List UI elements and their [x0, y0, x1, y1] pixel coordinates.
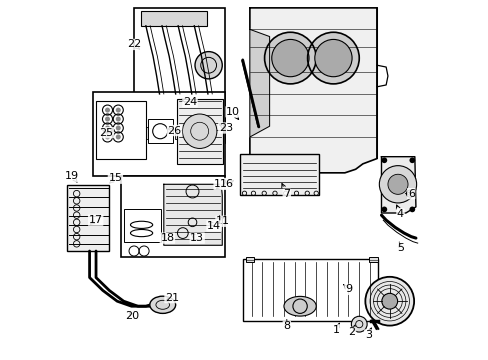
Circle shape — [105, 117, 110, 122]
Circle shape — [105, 126, 110, 131]
Bar — [121, 176, 225, 257]
Circle shape — [116, 126, 121, 131]
Text: 2: 2 — [348, 327, 355, 337]
Circle shape — [105, 108, 110, 113]
Text: 3: 3 — [364, 330, 371, 340]
Circle shape — [381, 293, 397, 309]
Text: 11: 11 — [216, 216, 229, 226]
Bar — [245, 257, 254, 262]
Text: 1: 1 — [332, 325, 340, 335]
Bar — [148, 119, 172, 143]
Bar — [188, 127, 199, 139]
Text: 10: 10 — [225, 107, 240, 117]
Text: 22: 22 — [127, 40, 141, 49]
Bar — [177, 99, 223, 164]
Bar — [174, 127, 184, 139]
Circle shape — [182, 114, 217, 148]
Text: 16: 16 — [220, 179, 234, 189]
Circle shape — [116, 108, 121, 113]
Bar — [368, 257, 377, 262]
Circle shape — [116, 117, 121, 122]
Text: 4: 4 — [396, 209, 403, 219]
Text: 24: 24 — [183, 97, 197, 107]
Text: 9: 9 — [344, 284, 351, 294]
Polygon shape — [381, 157, 415, 213]
Text: 25: 25 — [99, 128, 113, 138]
Bar — [67, 185, 109, 251]
Text: 21: 21 — [164, 293, 179, 303]
Bar — [96, 101, 145, 159]
Circle shape — [307, 32, 359, 84]
Ellipse shape — [284, 296, 316, 316]
Text: 8: 8 — [283, 321, 290, 331]
Circle shape — [351, 316, 366, 332]
Bar — [140, 11, 206, 26]
Polygon shape — [163, 184, 222, 245]
Circle shape — [105, 134, 110, 139]
Text: 7: 7 — [283, 189, 290, 199]
Circle shape — [116, 134, 121, 139]
Text: 13: 13 — [190, 233, 204, 243]
Circle shape — [379, 166, 416, 203]
Polygon shape — [249, 30, 269, 137]
Circle shape — [264, 32, 316, 84]
Circle shape — [314, 40, 351, 77]
Polygon shape — [249, 8, 376, 173]
Bar — [93, 93, 224, 176]
Circle shape — [195, 51, 222, 79]
Bar — [160, 127, 170, 139]
Circle shape — [381, 207, 386, 212]
Bar — [242, 259, 378, 320]
Circle shape — [271, 40, 308, 77]
Ellipse shape — [149, 296, 175, 314]
Text: 18: 18 — [160, 233, 174, 243]
Text: 12: 12 — [214, 179, 228, 189]
Text: 26: 26 — [167, 126, 181, 135]
Bar — [145, 127, 156, 139]
Text: 20: 20 — [125, 311, 140, 321]
Circle shape — [381, 157, 386, 163]
Text: 17: 17 — [88, 215, 102, 225]
Circle shape — [408, 157, 414, 163]
Text: 23: 23 — [218, 123, 232, 133]
Text: 5: 5 — [396, 243, 403, 253]
Bar — [134, 8, 225, 143]
Circle shape — [387, 174, 407, 194]
Text: 6: 6 — [407, 189, 414, 199]
Circle shape — [365, 277, 413, 325]
Text: 14: 14 — [206, 221, 221, 231]
Text: 19: 19 — [65, 171, 79, 181]
Circle shape — [408, 207, 414, 212]
Bar — [240, 154, 319, 195]
Text: 15: 15 — [108, 173, 122, 183]
Bar — [123, 209, 161, 242]
